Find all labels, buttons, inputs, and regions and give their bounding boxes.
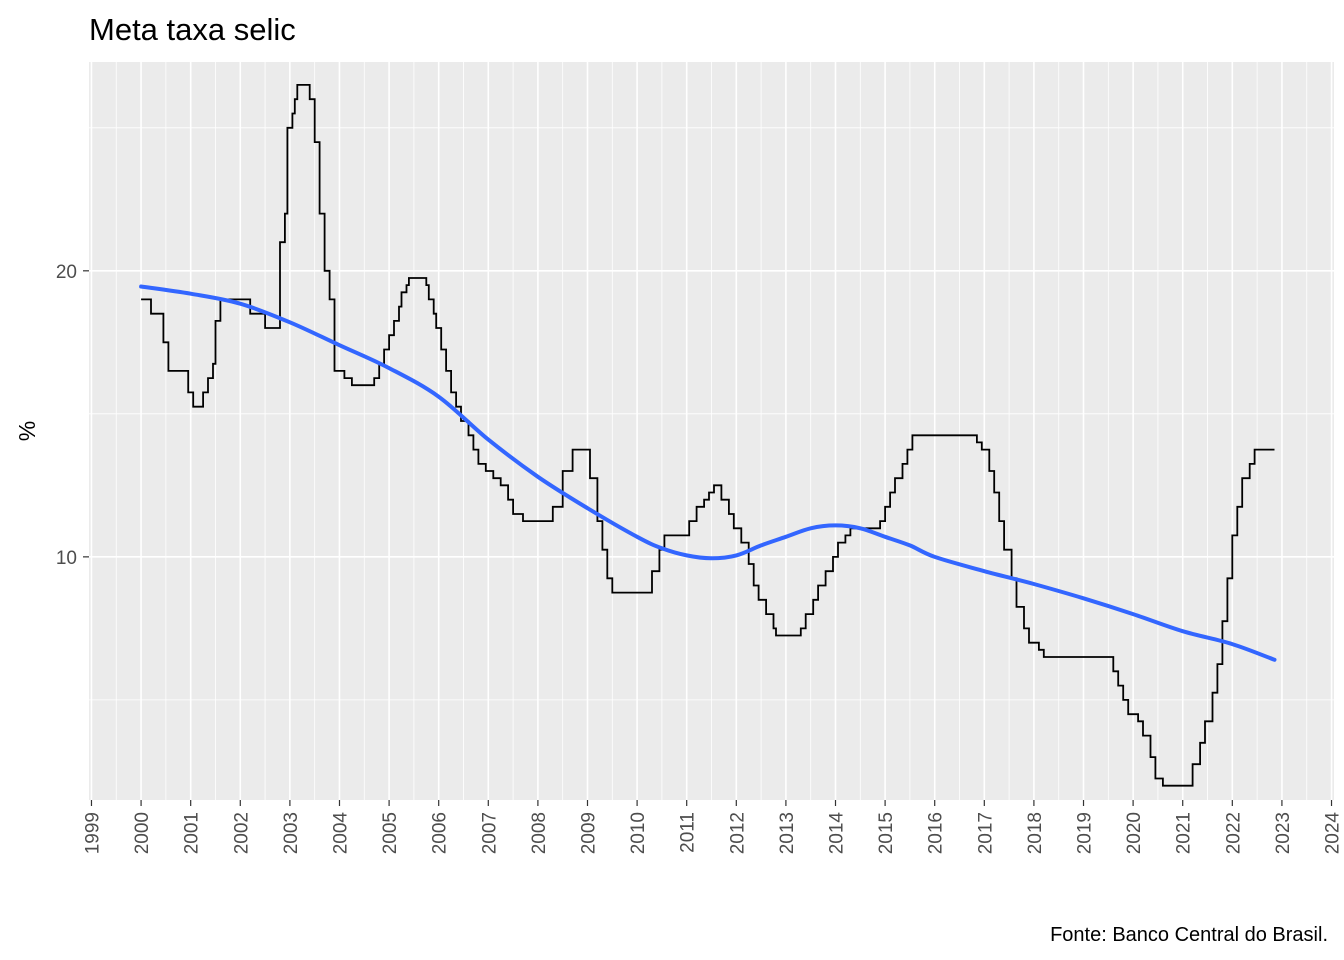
chart-title: Meta taxa selic — [89, 12, 296, 47]
x-tick-label: 2021 — [1174, 812, 1195, 854]
x-tick-label: 2008 — [529, 812, 550, 854]
x-tick-label: 2019 — [1075, 812, 1096, 854]
trend-smooth-line — [139, 284, 1277, 662]
x-tick-label: 2022 — [1223, 812, 1244, 854]
series-layer — [139, 84, 1277, 787]
x-tick-label: 2015 — [876, 812, 897, 854]
x-tick-label: 2007 — [479, 812, 500, 854]
x-tick-label: 2003 — [281, 812, 302, 854]
x-tick-label: 2004 — [330, 812, 351, 855]
x-tick-label: 2006 — [430, 812, 451, 854]
x-tick-label: 2010 — [628, 812, 649, 854]
grid-major — [89, 62, 1334, 800]
x-tick-label: 1999 — [82, 812, 103, 854]
x-tick-label: 2024 — [1323, 812, 1344, 855]
x-tick-label: 2013 — [777, 812, 798, 854]
x-tick-label: 2014 — [827, 812, 848, 855]
x-tick-label: 2017 — [975, 812, 996, 854]
x-axis: 1999 2000 2001 2002 2003 2004 2005 2006 2007 2008… — [82, 800, 1344, 855]
x-tick-label: 2020 — [1124, 812, 1145, 854]
x-tick-label: 2012 — [727, 812, 748, 854]
y-axis-label: % — [14, 421, 40, 441]
x-tick-label: 2018 — [1025, 812, 1046, 854]
y-tick-label: 20 — [56, 262, 77, 283]
x-tick-label: 2002 — [231, 812, 252, 854]
x-tick-label: 2016 — [926, 812, 947, 854]
y-axis: 10 20 — [56, 262, 89, 569]
x-tick-label: 2009 — [578, 812, 599, 854]
x-tick-label: 2011 — [678, 812, 699, 853]
x-tick-label: 2001 — [182, 812, 203, 854]
y-tick-label: 10 — [56, 548, 77, 569]
x-tick-label: 2023 — [1273, 812, 1294, 854]
selic-step-line — [141, 84, 1275, 787]
x-tick-label: 2005 — [380, 812, 401, 854]
x-tick-label: 2000 — [132, 812, 153, 854]
chart-caption: Fonte: Banco Central do Brasil. — [1050, 924, 1328, 946]
